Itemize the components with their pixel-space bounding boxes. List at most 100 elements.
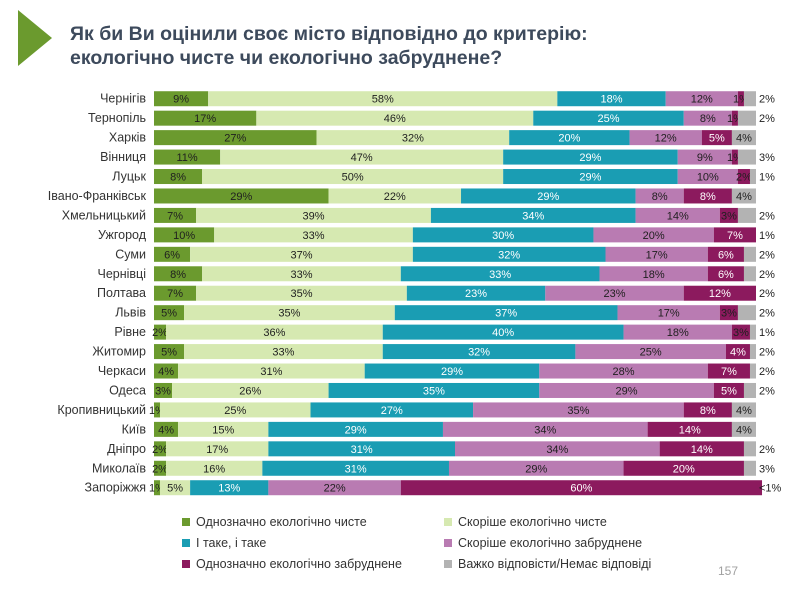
bar-segment xyxy=(677,149,732,165)
bar-segment xyxy=(154,460,167,476)
bar-segment xyxy=(731,130,756,146)
data-label: <1% xyxy=(759,483,782,495)
data-label: 33% xyxy=(303,230,325,242)
data-label: 30% xyxy=(492,230,514,242)
data-label: 8% xyxy=(170,269,186,281)
bar-segment xyxy=(268,421,443,437)
category-label: Черкаси xyxy=(98,364,146,378)
bar-segment xyxy=(737,207,756,223)
category-label: Тернопіль xyxy=(88,111,146,125)
bar-segment xyxy=(214,227,413,243)
bar-segment xyxy=(202,266,401,282)
data-label: 27% xyxy=(224,133,246,145)
bar-segment xyxy=(503,149,678,165)
data-label: 23% xyxy=(604,288,626,300)
bar-segment xyxy=(719,305,738,321)
bar-segment xyxy=(605,246,708,262)
data-label: 20% xyxy=(643,230,665,242)
data-label: 58% xyxy=(372,94,394,106)
data-label: 28% xyxy=(613,366,635,378)
data-label: 5% xyxy=(167,483,183,495)
data-label: 29% xyxy=(525,463,547,475)
bar-segment xyxy=(743,246,756,262)
bar-segment xyxy=(178,363,365,379)
bar-segment xyxy=(683,402,732,418)
data-label: 26% xyxy=(239,385,261,397)
data-label: 16% xyxy=(203,463,225,475)
data-label: 47% xyxy=(351,152,373,164)
bar-segment xyxy=(737,91,744,107)
bar-segment xyxy=(166,460,263,476)
bar-segment xyxy=(707,363,750,379)
data-label: 9% xyxy=(173,94,189,106)
bar-segment xyxy=(599,266,708,282)
category-label: Чернігів xyxy=(100,92,146,106)
bar-segment xyxy=(707,266,744,282)
data-label: 35% xyxy=(567,405,589,417)
bar-segment xyxy=(154,344,185,360)
bar-segment xyxy=(442,421,648,437)
category-label: Хмельницький xyxy=(62,208,146,222)
data-label: 4% xyxy=(736,133,752,145)
data-label: 2% xyxy=(759,210,775,222)
data-label: 6% xyxy=(164,249,180,261)
data-label: 40% xyxy=(492,327,514,339)
bar-segment xyxy=(617,305,720,321)
bar-segment xyxy=(737,305,756,321)
data-label: 29% xyxy=(441,366,463,378)
data-label: 3% xyxy=(733,327,749,339)
data-label: 7% xyxy=(727,230,743,242)
bar-segment xyxy=(208,91,558,107)
bar-segment xyxy=(473,402,684,418)
bar-segment xyxy=(533,110,684,126)
data-label: 1% xyxy=(759,230,775,242)
bar-segment xyxy=(154,285,197,301)
data-label: 2% xyxy=(759,347,775,359)
data-label: 31% xyxy=(345,463,367,475)
data-label: 12% xyxy=(709,288,731,300)
bar-segment xyxy=(178,421,269,437)
data-label: 14% xyxy=(691,444,713,456)
legend-swatch xyxy=(182,518,190,526)
bar-segment xyxy=(731,324,750,340)
data-label: 32% xyxy=(402,133,424,145)
data-label: 9% xyxy=(697,152,713,164)
bar-segment xyxy=(268,441,455,457)
category-label: Житомир xyxy=(92,345,146,359)
data-label: 50% xyxy=(342,172,364,184)
bar-segment xyxy=(719,207,738,223)
bar-segment xyxy=(683,285,756,301)
data-label: 4% xyxy=(158,366,174,378)
data-label: 34% xyxy=(534,424,556,436)
bar-segment xyxy=(328,382,540,398)
data-label: 12% xyxy=(655,133,677,145)
bar-segment xyxy=(166,324,383,340)
bar-segment xyxy=(202,169,504,185)
category-label: Вінниця xyxy=(100,150,146,164)
bar-segment xyxy=(196,207,431,223)
bar-segment xyxy=(731,402,756,418)
bar-segment xyxy=(629,130,702,146)
data-label: 2% xyxy=(759,269,775,281)
data-label: 17% xyxy=(194,113,216,125)
bar-segment xyxy=(659,441,744,457)
bar-segment xyxy=(635,188,684,204)
data-label: 14% xyxy=(667,210,689,222)
category-label: Миколаїв xyxy=(92,461,146,475)
legend-label: Однозначно екологічно забруднене xyxy=(196,557,402,571)
category-label: Харків xyxy=(109,131,146,145)
data-label: 2% xyxy=(759,249,775,261)
bar-segment xyxy=(154,402,161,418)
bar-segment xyxy=(394,305,618,321)
data-label: 22% xyxy=(384,191,406,203)
bar-segment xyxy=(707,246,744,262)
bar-segment xyxy=(731,110,738,126)
legend-label: Скоріше екологічно забруднене xyxy=(458,536,643,550)
data-label: 2% xyxy=(152,327,168,339)
stacked-bar-chart: Чернігів 9% 58% 18% 12% 1% 2% Тернопіль 17% 46% 25… xyxy=(48,91,782,496)
data-label: 34% xyxy=(522,210,544,222)
data-label: 17% xyxy=(646,249,668,261)
data-label: 3% xyxy=(759,463,775,475)
data-label: 8% xyxy=(700,405,716,417)
data-label: 8% xyxy=(700,113,716,125)
